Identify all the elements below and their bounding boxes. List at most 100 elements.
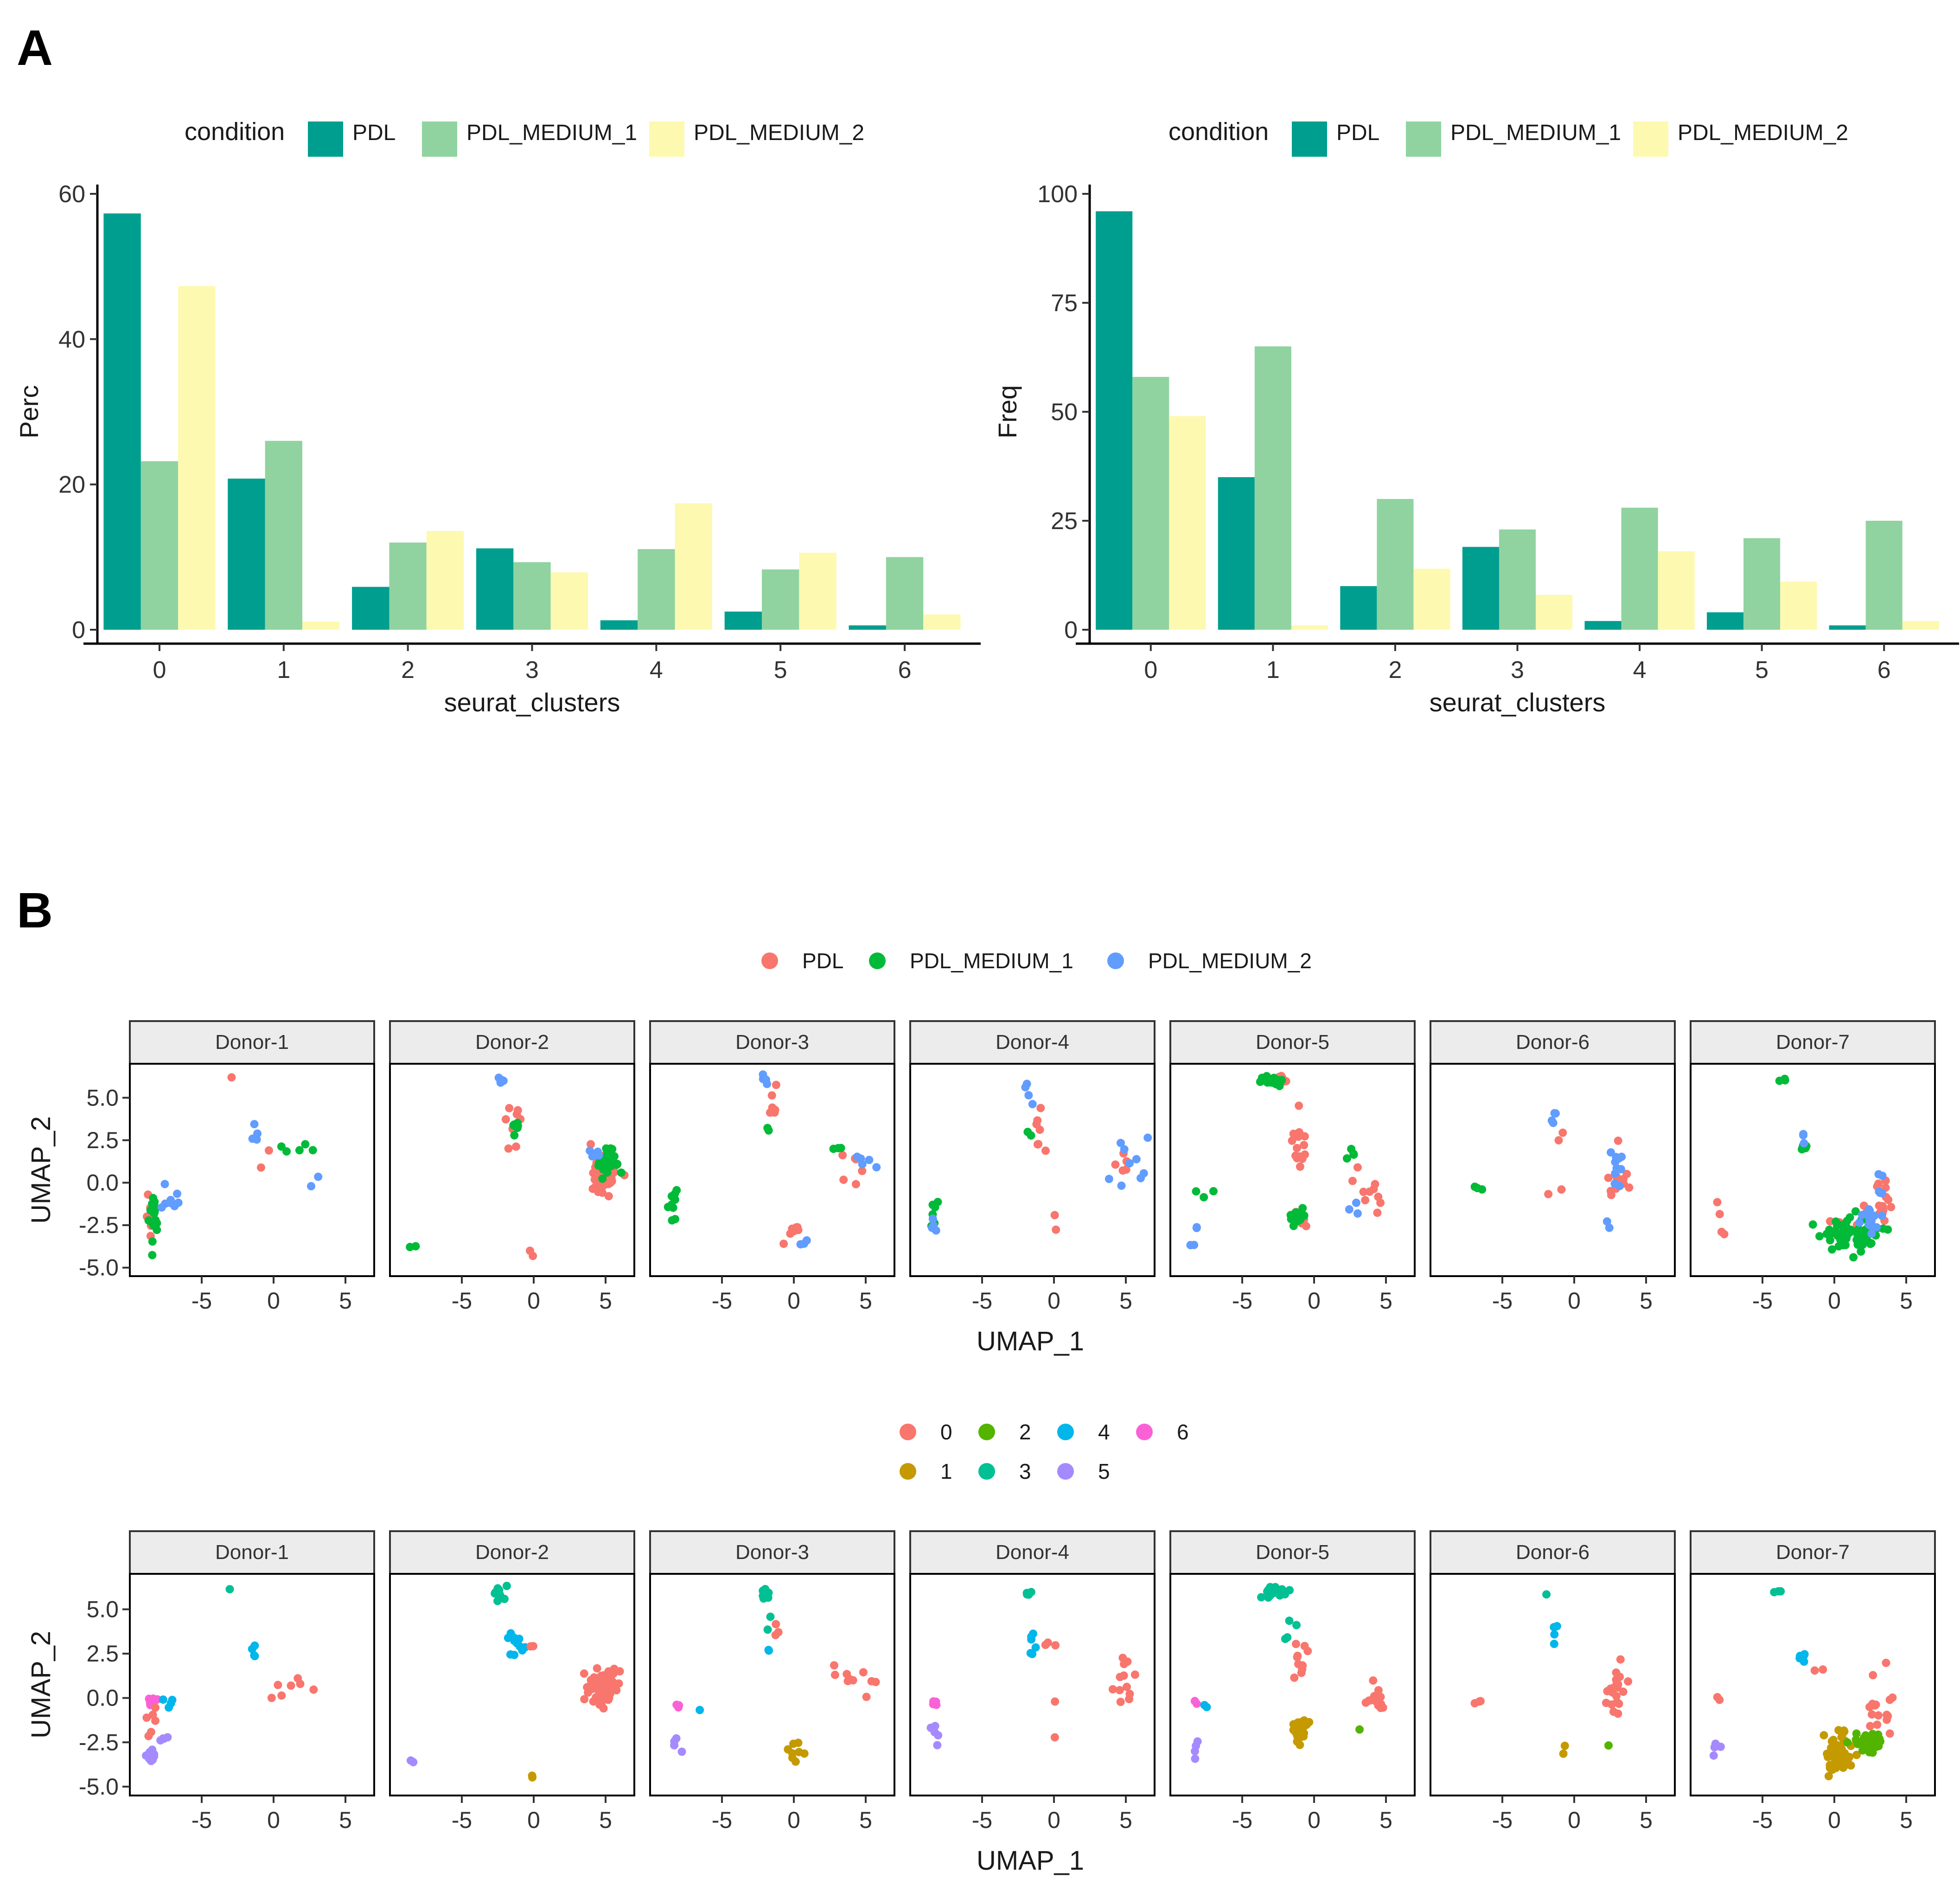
point-1 (528, 1773, 537, 1782)
legend-key-cluster-6 (1136, 1424, 1153, 1440)
point-0 (1810, 1666, 1819, 1675)
facet-strip-donor-6 (1430, 1020, 1676, 1065)
point-pdl_medium_1 (1209, 1187, 1218, 1195)
point-pdl (1554, 1136, 1563, 1145)
point-pdl_medium_2 (1117, 1181, 1126, 1190)
point-pdl_medium_2 (594, 1147, 602, 1156)
point-2 (1862, 1741, 1871, 1750)
point-5 (1709, 1751, 1718, 1760)
point-pdl (1558, 1128, 1567, 1137)
point-pdl (1289, 1129, 1298, 1138)
x-tick-label: -5 (712, 1807, 732, 1833)
point-0 (1374, 1686, 1383, 1695)
point-pdl (1288, 1136, 1296, 1145)
point-3 (225, 1585, 234, 1594)
facet-label: Donor-5 (1256, 1031, 1329, 1054)
point-pdl_medium_2 (1132, 1155, 1141, 1163)
point-1 (1832, 1764, 1840, 1772)
point-pdl_medium_1 (1851, 1207, 1860, 1216)
y-tick-label: 2.5 (86, 1127, 119, 1153)
point-pdl (1359, 1188, 1368, 1196)
facet-label: Donor-5 (1256, 1541, 1329, 1564)
point-pdl (1887, 1203, 1896, 1212)
point-4 (1550, 1640, 1558, 1649)
point-pdl (1041, 1146, 1050, 1155)
bar-pdl_medium_1-cluster-4 (638, 549, 675, 630)
point-4 (250, 1652, 259, 1661)
x-axis-title: UMAP_1 (977, 1326, 1084, 1356)
x-tick-label: -5 (1492, 1288, 1513, 1314)
bar-pdl_medium_2-cluster-5 (1780, 581, 1817, 630)
point-pdl_medium_2 (1877, 1211, 1886, 1220)
facet-label: Donor-2 (475, 1031, 549, 1054)
point-pdl_medium_1 (510, 1131, 519, 1140)
point-pdl (525, 1246, 534, 1255)
point-pdl_medium_1 (1258, 1073, 1266, 1082)
point-pdl (1293, 1144, 1302, 1152)
point-pdl (227, 1073, 236, 1082)
x-tick-label: 5 (599, 1288, 612, 1314)
point-0 (1885, 1729, 1894, 1738)
bar-pdl-cluster-4 (600, 620, 638, 630)
y-tick-label: 0.0 (86, 1169, 119, 1195)
point-pdl_medium_2 (1120, 1145, 1129, 1154)
point-pdl_medium_2 (1125, 1159, 1134, 1168)
point-pdl_medium_2 (872, 1163, 881, 1172)
point-0 (845, 1675, 854, 1684)
point-5 (1192, 1741, 1200, 1750)
point-0 (1051, 1641, 1060, 1650)
bar-pdl_medium_2-cluster-3 (550, 572, 588, 630)
x-axis-title: seurat_clusters (444, 688, 620, 717)
point-pdl_medium_1 (1825, 1225, 1834, 1234)
bar-pdl_medium_1-cluster-3 (513, 562, 551, 630)
point-pdl_medium_2 (1855, 1218, 1864, 1227)
point-pdl_medium_1 (1300, 1211, 1309, 1220)
point-0 (1123, 1657, 1132, 1666)
point-pdl (1300, 1132, 1309, 1141)
point-pdl_medium_2 (1615, 1154, 1623, 1163)
point-pdl_medium_2 (928, 1214, 937, 1223)
bar-pdl_medium_2-cluster-0 (178, 286, 216, 630)
point-pdl (772, 1080, 780, 1089)
point-0 (1361, 1698, 1370, 1707)
facet-strip-donor-3 (649, 1020, 895, 1065)
point-0 (1608, 1700, 1616, 1709)
point-3 (502, 1582, 511, 1591)
point-0 (294, 1674, 302, 1683)
point-0 (615, 1667, 624, 1676)
point-pdl_medium_2 (250, 1120, 259, 1129)
umap-by-cluster: 0 1 2 3 4 5 6 Donor-1 -5 0 5 Donor-2 -5 0 5 Donor-3 -5 0 5… (26, 1420, 1936, 1876)
point-0 (1376, 1693, 1385, 1701)
point-pdl_medium_2 (858, 1160, 867, 1169)
point-0 (1122, 1682, 1131, 1691)
bar-pdl_medium_2-cluster-4 (1658, 551, 1695, 630)
point-pdl (1036, 1104, 1045, 1112)
point-0 (1616, 1655, 1625, 1664)
facet-panel-donor-4 (909, 1573, 1156, 1796)
point-5 (929, 1723, 938, 1732)
point-0 (1369, 1676, 1378, 1685)
bar-pdl_medium_2-cluster-1 (1291, 625, 1328, 630)
x-tick-label: 5 (1379, 1288, 1392, 1314)
legend-key-pdl_medium_2 (1633, 121, 1668, 157)
legend-label: PDL (1336, 121, 1379, 145)
umap-by-condition: PDL PDL_MEDIUM_1 PDL_MEDIUM_2 Donor-1 -5 0 5 Do… (26, 949, 1936, 1356)
legend-label: 6 (1177, 1420, 1189, 1444)
point-pdl (839, 1176, 848, 1184)
point-0 (267, 1693, 276, 1702)
point-5 (672, 1734, 681, 1743)
point-pdl_medium_2 (157, 1203, 166, 1212)
point-4 (506, 1629, 515, 1638)
point-pdl (1713, 1198, 1722, 1207)
facet-panel-donor-1 (129, 1063, 375, 1277)
x-tick-label: 0 (267, 1288, 280, 1314)
bar-pdl_medium_2-cluster-6 (1902, 621, 1939, 630)
x-tick-label: 5 (599, 1807, 612, 1833)
point-pdl_medium_2 (1345, 1205, 1353, 1214)
legend-label: 3 (1019, 1459, 1031, 1483)
point-0 (1612, 1668, 1621, 1677)
point-pdl (1293, 1154, 1302, 1163)
bar-chart-percentage: condition PDL PDL_MEDIUM_1 PDL_MEDIUM_20204… (14, 118, 981, 717)
x-tick-label: 6 (898, 657, 912, 684)
y-tick-label: 50 (1051, 399, 1078, 426)
